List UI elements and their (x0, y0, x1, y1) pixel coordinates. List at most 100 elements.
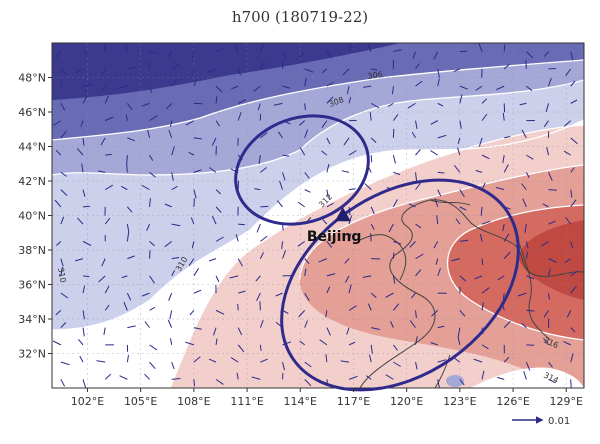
wind-vector (60, 361, 70, 366)
wind-vector (82, 205, 90, 208)
wind-vector (185, 120, 195, 126)
wind-vector (208, 258, 217, 262)
wind-vector (521, 183, 527, 190)
wind-vector (570, 189, 573, 198)
wind-vector (127, 137, 135, 142)
wind-vector (570, 285, 577, 294)
wind-vector (149, 198, 151, 207)
wind-vector (415, 253, 424, 260)
wind-vector (437, 78, 440, 87)
wind-vector (123, 301, 128, 311)
wind-vector (282, 154, 290, 157)
wind-vector (326, 96, 334, 104)
wind-vector (299, 147, 306, 156)
wind-vector (503, 356, 510, 363)
wind-vector (60, 189, 68, 196)
wind-vector (503, 164, 509, 173)
wind-vector (525, 241, 529, 249)
wind-vector (459, 94, 463, 104)
wind-vector (98, 275, 106, 283)
wind-vector (392, 155, 396, 164)
wind-vector (164, 240, 173, 248)
wind-vector (436, 215, 439, 225)
wind-vector (566, 310, 572, 318)
wind-vector (238, 223, 245, 226)
wind-vector (326, 81, 334, 87)
shading-layer (52, 43, 584, 388)
wind-vector (188, 151, 195, 156)
wind-vector (168, 292, 173, 301)
wind-vector (215, 189, 222, 195)
wind-vector (348, 43, 352, 52)
wind-vector (344, 258, 350, 264)
wind-vector (171, 361, 175, 370)
wind-vector (326, 327, 331, 336)
wind-vector (415, 120, 418, 129)
wind-vector (82, 240, 92, 246)
wind-vector (481, 220, 491, 225)
wind-vector (127, 325, 136, 329)
wind-vector (565, 68, 572, 77)
wind-vectors (52, 43, 579, 388)
wind-vector (481, 344, 489, 350)
wind-vector (564, 258, 571, 264)
wind-vector (393, 361, 401, 367)
wind-vector (437, 359, 447, 363)
wind-vector (82, 51, 89, 56)
wind-vector (459, 239, 469, 242)
wind-vector (304, 292, 310, 301)
wind-vector (233, 43, 239, 52)
wind-vector (459, 189, 465, 198)
wind-vector (415, 223, 422, 229)
wind-vector (521, 129, 527, 139)
wind-vector (258, 155, 261, 165)
wind-vector (415, 336, 418, 345)
wind-vector (408, 203, 416, 208)
wind-vector (121, 275, 128, 279)
wind-vector (79, 355, 84, 363)
wind-vector (457, 147, 461, 156)
wind-vector (319, 339, 328, 346)
wind-vector (193, 268, 200, 277)
y-tick-label: 38°N (18, 244, 46, 257)
wind-vector (525, 251, 529, 259)
northern-ellipse (234, 114, 370, 226)
wind-vector (149, 115, 158, 122)
wind-vector (433, 241, 439, 249)
y-tick-label: 42°N (18, 175, 46, 188)
wind-vector (348, 150, 357, 156)
wind-vector (298, 51, 306, 58)
wind-vector (259, 344, 262, 351)
wind-vector (517, 292, 527, 297)
wind-vector (563, 340, 571, 346)
wind-vector (474, 275, 483, 280)
x-tick-label: 126°E (496, 395, 529, 408)
wind-vector (60, 292, 69, 299)
wind-vector (169, 310, 173, 320)
wind-vector (367, 44, 372, 52)
coastline (359, 199, 584, 388)
wind-vector (363, 85, 372, 88)
wind-vector (259, 60, 266, 70)
wind-vector (502, 112, 505, 121)
southern-ellipse (280, 178, 520, 392)
wind-vector (104, 95, 109, 104)
wind-vector (548, 220, 556, 225)
wind-vector (344, 275, 350, 283)
wind-vector (215, 309, 225, 315)
wind-vector (409, 241, 416, 248)
wind-vector (125, 114, 128, 121)
wind-vector (390, 320, 394, 328)
wind-vector (215, 206, 222, 213)
wind-vector (229, 275, 239, 279)
x-tick-label: 102°E (71, 395, 104, 408)
wind-vector (475, 85, 483, 91)
wind-vector (459, 85, 468, 90)
y-tick-label: 46°N (18, 106, 46, 119)
y-tick-label: 32°N (18, 348, 46, 361)
wind-vector (96, 360, 106, 363)
wind-vector (481, 287, 490, 294)
wind-vector (104, 373, 112, 380)
wind-vector (453, 68, 461, 73)
wind-vector (459, 120, 462, 129)
